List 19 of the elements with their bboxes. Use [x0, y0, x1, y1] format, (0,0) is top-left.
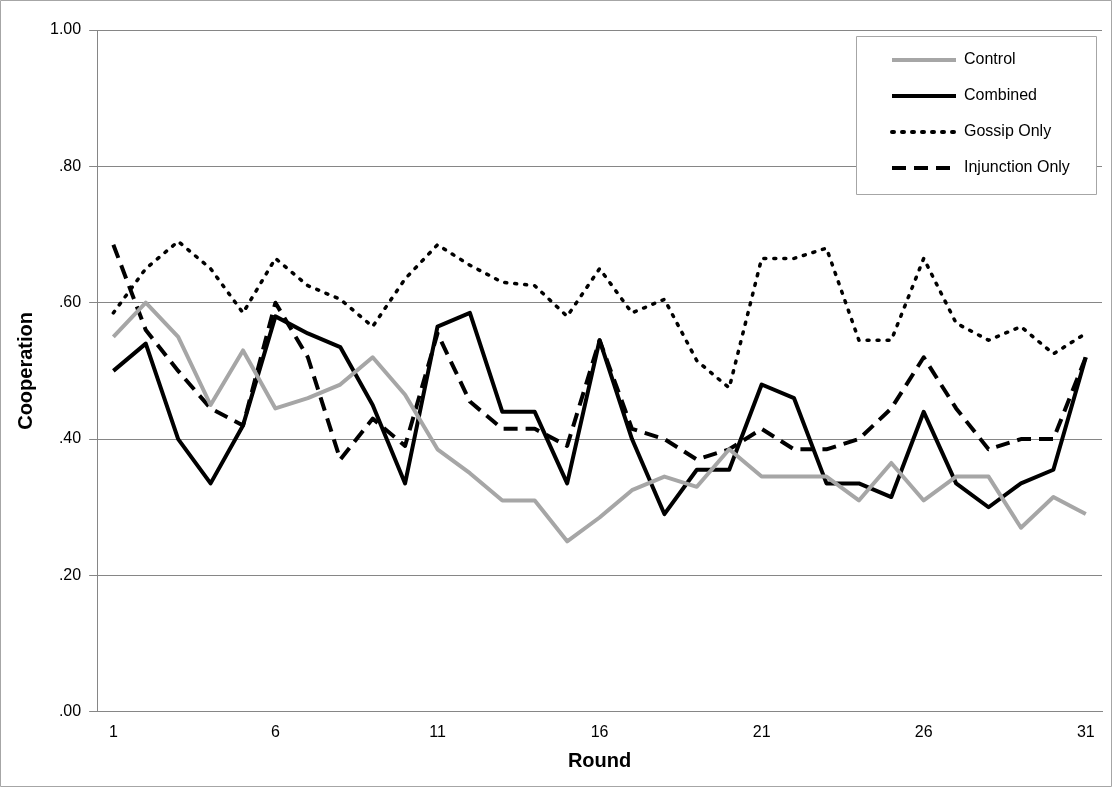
legend-label: Combined [964, 86, 1037, 104]
y-tick-label: .40 [58, 429, 82, 447]
x-tick-label: 26 [914, 722, 933, 740]
y-tick-label: .20 [58, 565, 82, 583]
legend-label: Gossip Only [964, 122, 1052, 140]
x-tick-label: 1 [108, 722, 118, 740]
y-tick-label: .80 [58, 156, 82, 174]
x-tick-label: 11 [429, 722, 446, 740]
y-tick-label: .00 [58, 702, 82, 720]
legend-label: Injunction Only [964, 158, 1070, 176]
x-axis-title: Round [567, 748, 632, 771]
y-tick-label: .60 [58, 293, 82, 311]
y-axis-title: Cooperation [13, 312, 36, 430]
x-tick-label: 6 [270, 722, 280, 740]
legend-label: Control [964, 50, 1016, 68]
x-tick-label: 21 [752, 722, 771, 740]
x-tick-label: 16 [590, 722, 609, 740]
y-tick-label: 1.00 [50, 20, 82, 38]
x-tick-label: 31 [1076, 722, 1095, 740]
